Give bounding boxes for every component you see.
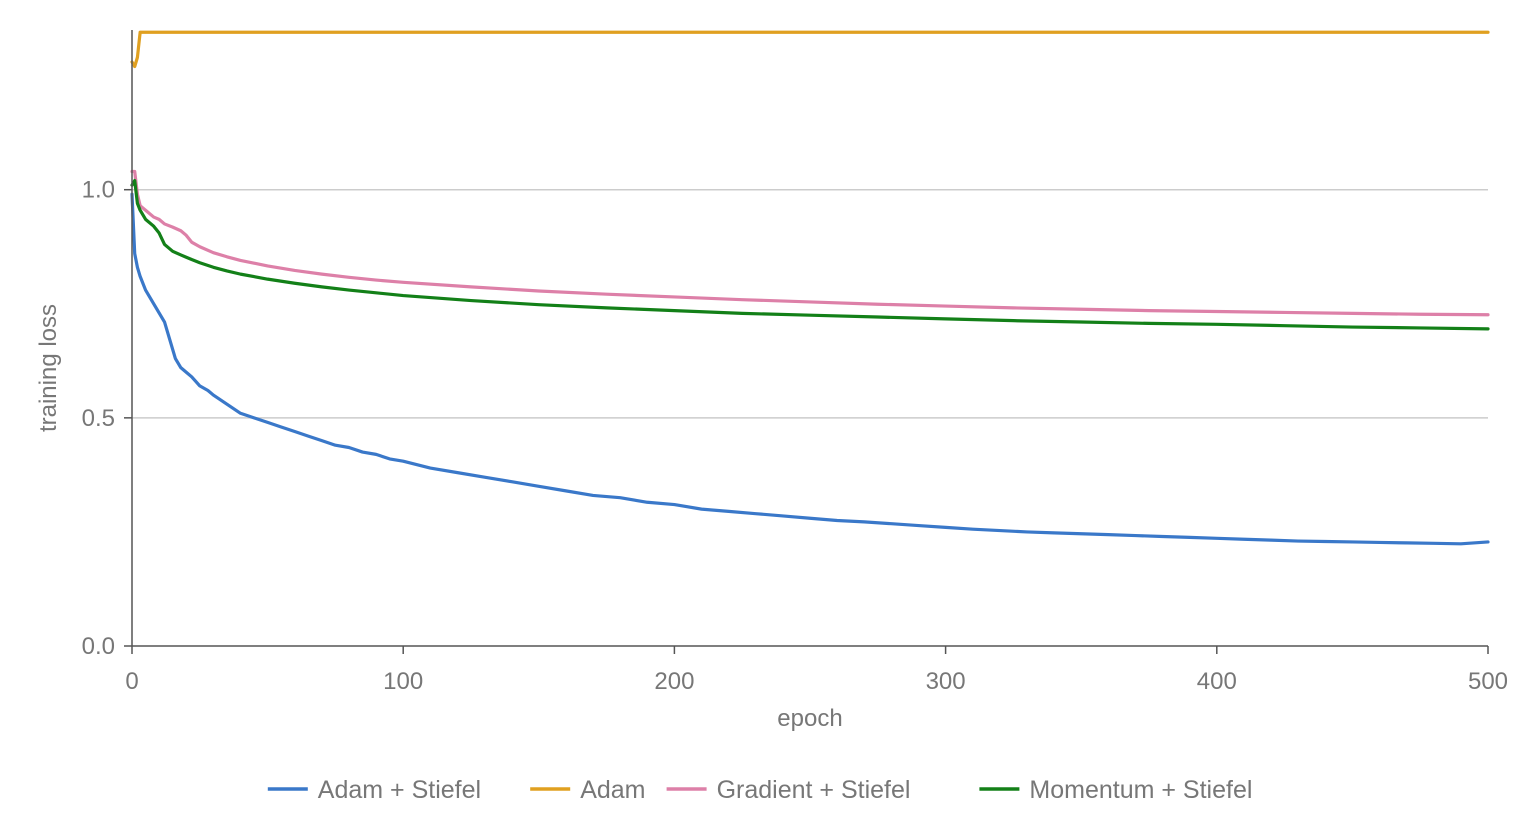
y-tick-label-1: 0.5	[82, 405, 115, 432]
legend-label-3: Momentum + Stiefel	[1029, 776, 1252, 804]
series-line-3	[130, 178, 1490, 331]
series-line-1	[130, 30, 1490, 69]
x-tick-label-4: 400	[1197, 668, 1237, 695]
legend-label-0: Adam + Stiefel	[318, 776, 481, 804]
legend: Adam + Stiefel Adam Gradient + Stiefel Mome…	[267, 776, 1252, 804]
x-tick-label-2: 200	[654, 668, 694, 695]
series-line-2	[130, 169, 1490, 317]
y-tick-label-0: 0.0	[82, 633, 115, 660]
x-tick-label-0: 0	[125, 668, 138, 695]
x-tick-label-1: 100	[383, 668, 423, 695]
y-axis-ticks: 0.0 0.5 1.0	[82, 177, 132, 660]
axes	[131, 30, 1488, 647]
x-axis-title: epoch	[777, 705, 842, 732]
grid-lines	[132, 188, 1488, 419]
x-tick-label-3: 300	[926, 668, 966, 695]
y-tick-label-2: 1.0	[82, 177, 115, 204]
legend-label-1: Adam	[580, 776, 645, 804]
series-lines	[130, 30, 1490, 546]
y-axis-title: training loss	[35, 304, 62, 432]
x-tick-label-5: 500	[1468, 668, 1508, 695]
legend-label-2: Gradient + Stiefel	[717, 776, 911, 804]
x-axis-ticks: 0 100 200 300 400 500	[125, 646, 1508, 695]
series-line-0	[130, 192, 1490, 546]
